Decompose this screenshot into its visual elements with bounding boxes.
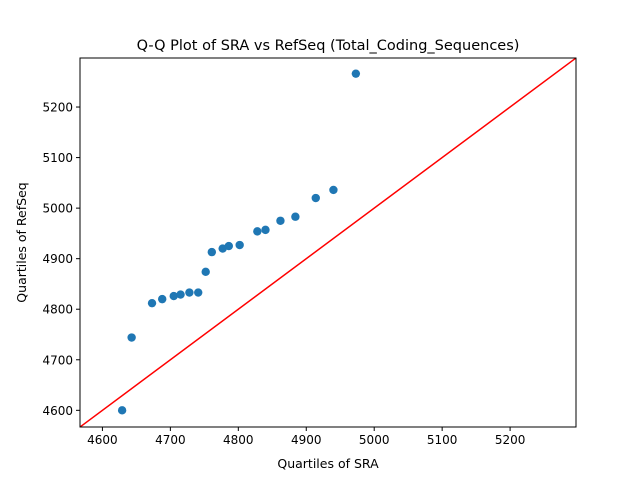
data-point bbox=[253, 227, 262, 236]
data-point bbox=[235, 240, 244, 250]
data-point bbox=[127, 333, 136, 342]
data-point bbox=[276, 216, 285, 225]
y-tick-label: 4800 bbox=[42, 303, 73, 317]
y-tick-label: 4700 bbox=[42, 353, 73, 367]
y-tick-label: 5000 bbox=[42, 202, 73, 216]
data-point bbox=[207, 247, 217, 257]
x-tick-label: 5000 bbox=[359, 433, 390, 447]
data-point bbox=[201, 267, 210, 277]
data-point bbox=[194, 288, 203, 297]
data-point bbox=[351, 69, 361, 78]
reference-line bbox=[80, 58, 576, 427]
data-point bbox=[158, 294, 167, 304]
data-point bbox=[261, 225, 270, 235]
data-point bbox=[291, 212, 300, 221]
x-tick-label: 4600 bbox=[87, 433, 118, 447]
x-tick-label: 5100 bbox=[427, 433, 458, 447]
data-point bbox=[185, 288, 194, 297]
y-axis-label: Quartiles of RefSeq bbox=[14, 182, 29, 302]
y-tick-label: 4600 bbox=[42, 404, 73, 418]
data-point bbox=[224, 241, 233, 251]
data-point bbox=[117, 406, 127, 415]
chart-title: Q-Q Plot of SRA vs RefSeq (Total_Coding_… bbox=[137, 38, 520, 54]
x-tick-label: 4800 bbox=[223, 433, 254, 447]
axes: 4600 4700 4800 4900 5000 5100 5200 4600 4700 4800… bbox=[42, 101, 525, 447]
x-tick-label: 5200 bbox=[495, 433, 526, 447]
y-tick-label: 5100 bbox=[42, 151, 73, 165]
y-tick-label: 5200 bbox=[42, 101, 73, 115]
data-point bbox=[311, 193, 320, 203]
x-tick-label: 4700 bbox=[155, 433, 186, 447]
data-point bbox=[169, 291, 178, 301]
data-point bbox=[176, 290, 185, 299]
x-axis-label: Quartiles of SRA bbox=[277, 456, 379, 471]
data-point bbox=[329, 185, 338, 195]
plot-marks bbox=[80, 58, 576, 427]
data-point bbox=[147, 298, 157, 308]
x-tick-label: 4900 bbox=[291, 433, 322, 447]
y-tick-label: 4900 bbox=[42, 252, 73, 266]
plot-frame bbox=[79, 57, 577, 428]
